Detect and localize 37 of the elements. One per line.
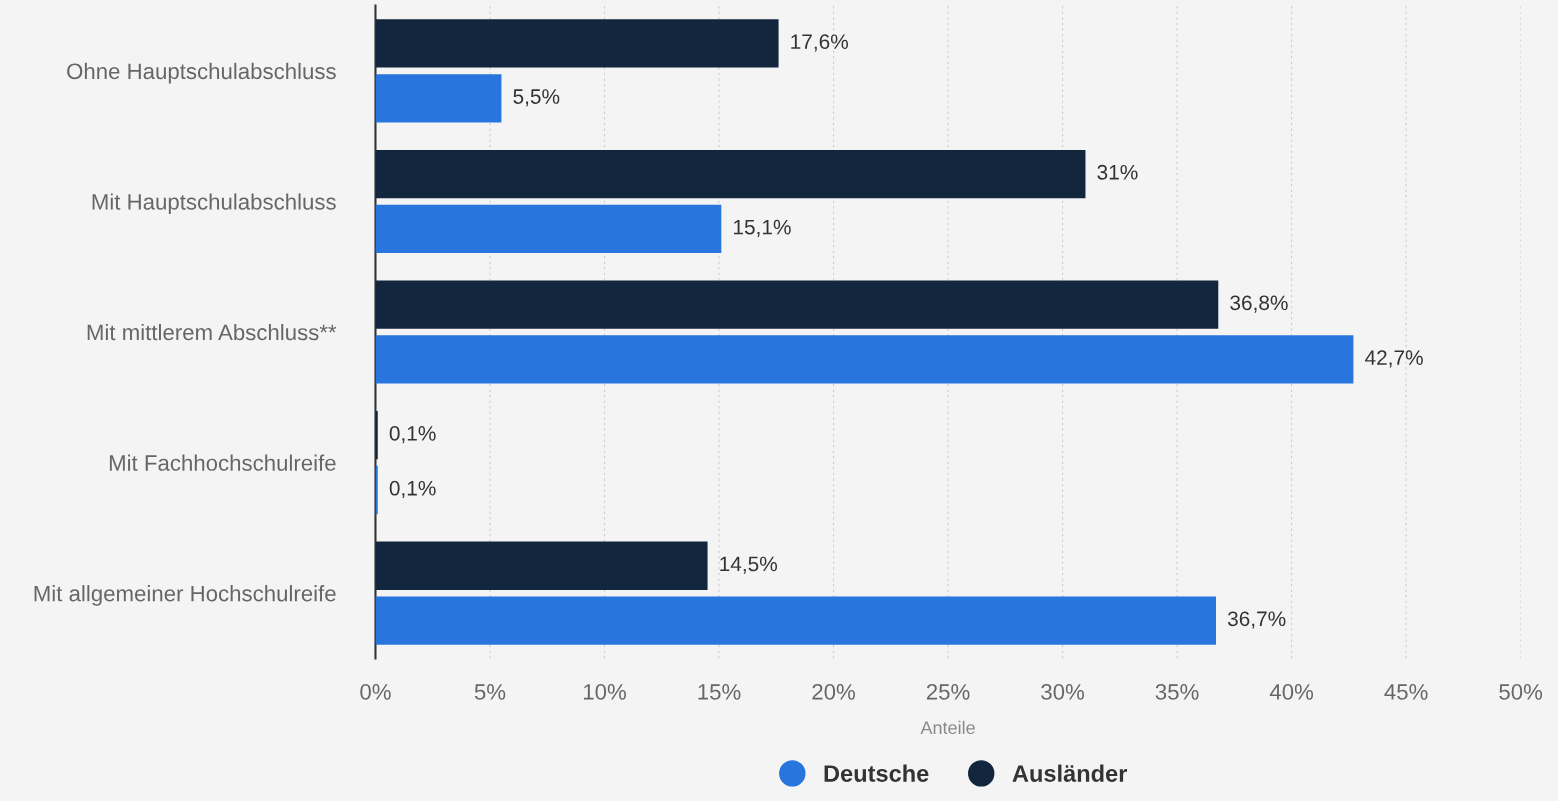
data-label: 0,1% — [389, 426, 436, 444]
x-tick-label: 50% — [1499, 684, 1543, 700]
y-tick-label: Mit Hauptschulabschluss — [92, 193, 336, 215]
bar — [375, 541, 708, 590]
data-label: 31% — [1097, 164, 1138, 180]
bar — [375, 149, 1086, 199]
bar — [375, 280, 1219, 329]
legend-label: Deutsche — [824, 764, 929, 782]
data-label: 36,7% — [1227, 611, 1286, 629]
x-tick-label: 40% — [1269, 684, 1314, 700]
y-tick-label: Ohne Hauptschulabschluss — [67, 62, 336, 84]
x-tick-label: 45% — [1384, 684, 1428, 700]
bar — [375, 74, 502, 123]
x-tick-label: 15% — [698, 684, 741, 700]
x-tick-label: 25% — [926, 684, 970, 700]
bar — [375, 19, 779, 68]
bar — [375, 596, 1216, 645]
data-label: 0,1% — [389, 480, 436, 499]
data-label: 15,1% — [734, 219, 791, 237]
y-tick-label: Mit mittlerem Abschluss** — [87, 323, 337, 341]
x-tick-label: 10% — [583, 684, 626, 700]
bar — [375, 335, 1354, 384]
data-label: 36,8% — [1230, 295, 1288, 313]
bar — [375, 204, 722, 254]
data-label: 17,6% — [791, 34, 849, 52]
legend-label: Ausländer — [1012, 764, 1128, 782]
x-tick-label: 0% — [360, 684, 391, 700]
x-tick-label: 30% — [1041, 684, 1084, 700]
data-label: 14,5% — [720, 556, 778, 574]
data-label: 42,7% — [1365, 350, 1423, 368]
x-tick-label: 35% — [1155, 684, 1199, 700]
y-tick-label: Mit allgemeiner Hochschulreife — [34, 585, 336, 606]
x-tick-label: 5% — [474, 684, 506, 700]
data-label: 5,5% — [513, 89, 560, 107]
y-tick-label: Mit Fachhochschulreife — [109, 454, 336, 471]
x-tick-label: 20% — [812, 684, 855, 700]
x-axis-title: Anteile — [920, 720, 975, 735]
